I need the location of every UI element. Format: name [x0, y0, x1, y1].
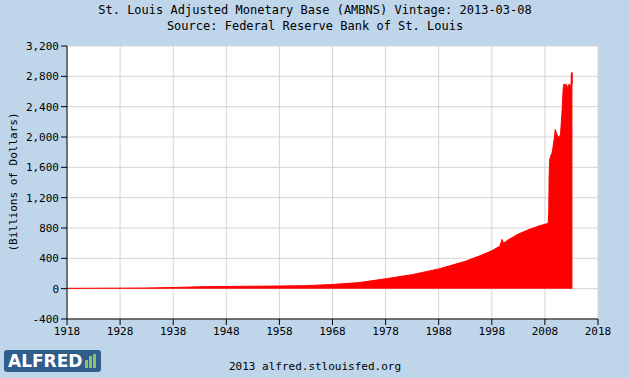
html-text:ALFRED: ALFRED [8, 351, 83, 371]
svg-text:400: 400 [39, 252, 59, 265]
svg-text:1978: 1978 [372, 325, 399, 338]
html-text:St. Louis Adjusted Monetary Ba: St. Louis Adjusted Monetary Base (AMBNS)… [98, 3, 532, 17]
svg-text:1948: 1948 [213, 325, 240, 338]
html-text:(Billions of Dollars): (Billions of Dollars) [7, 112, 20, 252]
svg-text:2008: 2008 [532, 325, 559, 338]
svg-text:3,200: 3,200 [26, 40, 59, 53]
svg-text:1,600: 1,600 [26, 161, 59, 174]
svg-text:1958: 1958 [266, 325, 293, 338]
html-text:Source: Federal Reserve Bank o: Source: Federal Reserve Bank of St. Loui… [166, 19, 464, 33]
svg-text:1918: 1918 [54, 325, 81, 338]
svg-text:2,800: 2,800 [26, 70, 59, 83]
svg-text:-400: -400 [33, 313, 60, 326]
svg-text:1938: 1938 [160, 325, 187, 338]
svg-text:2,400: 2,400 [26, 101, 59, 114]
html-text:2013 alfred.stlouisfed.org: 2013 alfred.stlouisfed.org [228, 360, 402, 373]
svg-text:1928: 1928 [107, 325, 134, 338]
svg-text:1,200: 1,200 [26, 192, 59, 205]
svg-text:2,000: 2,000 [26, 131, 59, 144]
svg-text:0: 0 [52, 283, 59, 296]
svg-text:2018: 2018 [585, 325, 612, 338]
svg-text:1968: 1968 [319, 325, 346, 338]
svg-text:1988: 1988 [425, 325, 452, 338]
svg-text:800: 800 [39, 222, 59, 235]
svg-text:1998: 1998 [479, 325, 506, 338]
